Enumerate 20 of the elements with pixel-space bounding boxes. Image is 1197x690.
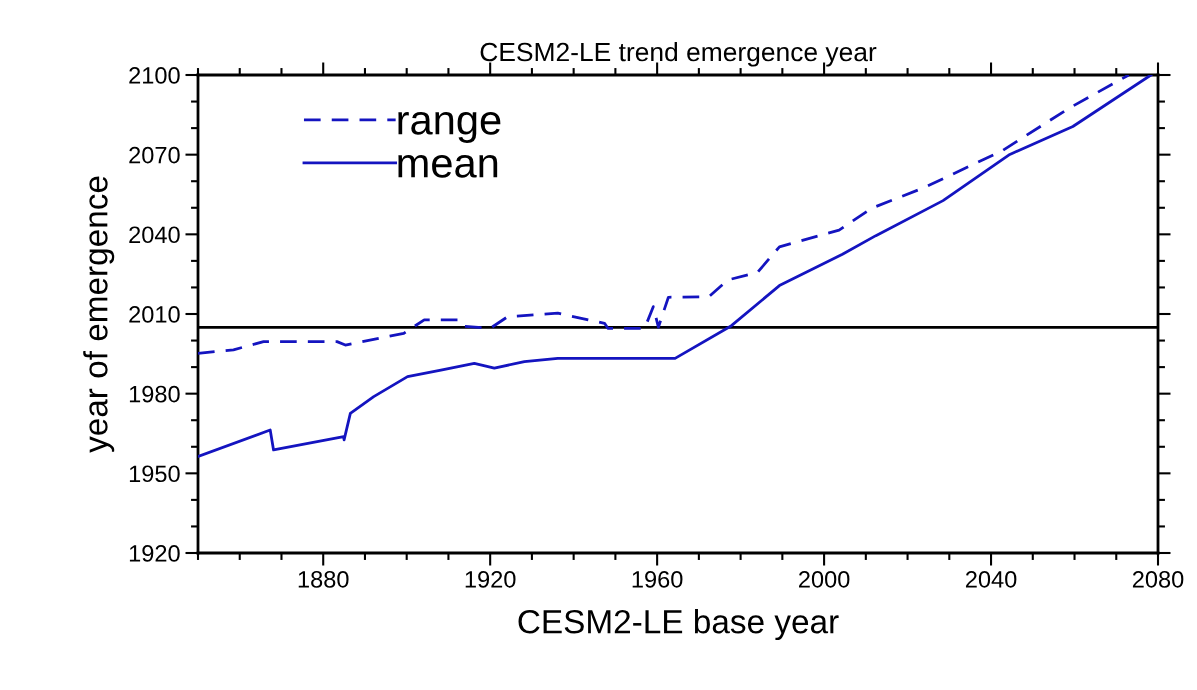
y-tick-label: 1980 bbox=[129, 385, 180, 403]
y-tick-label: 2070 bbox=[129, 146, 180, 164]
x-tick-label: 2000 bbox=[799, 570, 850, 588]
line-series bbox=[198, 75, 1153, 458]
y-tick-label: 2100 bbox=[129, 67, 180, 84]
x-tick-label: 2040 bbox=[965, 570, 1017, 588]
y-tick-label: 2040 bbox=[129, 226, 180, 244]
y-tick-label: 1950 bbox=[129, 465, 180, 483]
x-tick-label: 1880 bbox=[298, 570, 349, 588]
y-tick-label: 2010 bbox=[129, 306, 180, 323]
line-series bbox=[198, 75, 1131, 355]
legend-label: mean bbox=[398, 154, 498, 178]
y-axis-title: year of emergence bbox=[83, 176, 115, 453]
legend-label: range bbox=[398, 111, 501, 144]
y-tick-label: 1920 bbox=[129, 545, 180, 562]
x-axis-title: CESM2-LE base year bbox=[518, 609, 839, 641]
x-tick-label: 2080 bbox=[1132, 570, 1184, 588]
x-tick-label: 1960 bbox=[632, 570, 683, 588]
chart-title: CESM2-LE trend emergence year bbox=[480, 41, 877, 67]
x-tick-label: 1920 bbox=[465, 570, 516, 588]
